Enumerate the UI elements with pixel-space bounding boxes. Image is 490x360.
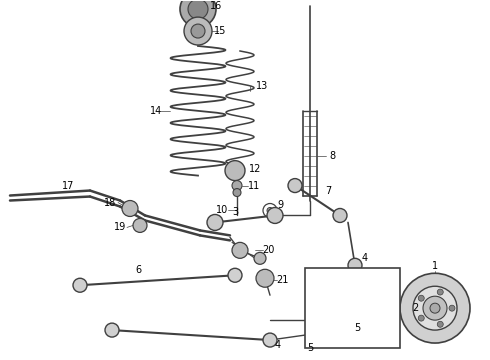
Text: 11: 11 [248, 181, 260, 190]
Circle shape [348, 258, 362, 272]
Circle shape [263, 333, 277, 347]
Text: 4: 4 [275, 340, 281, 350]
Text: 19: 19 [114, 222, 126, 233]
Circle shape [342, 300, 362, 320]
Text: 1: 1 [432, 261, 438, 271]
Text: 2: 2 [412, 303, 418, 313]
Text: 21: 21 [276, 275, 288, 285]
Circle shape [180, 0, 216, 27]
Circle shape [232, 181, 242, 190]
Circle shape [267, 207, 273, 213]
Text: 16: 16 [210, 1, 222, 11]
Circle shape [232, 242, 248, 258]
Circle shape [437, 289, 443, 295]
Circle shape [256, 269, 274, 287]
Circle shape [225, 161, 245, 181]
Circle shape [418, 315, 424, 321]
Text: 15: 15 [214, 26, 226, 36]
Text: 5: 5 [307, 343, 313, 353]
Circle shape [267, 207, 283, 224]
Circle shape [233, 189, 241, 197]
Text: 18: 18 [104, 198, 116, 207]
Circle shape [73, 278, 87, 292]
Circle shape [315, 335, 325, 345]
Circle shape [133, 219, 147, 233]
Text: 10: 10 [216, 206, 228, 216]
Circle shape [418, 295, 424, 301]
Text: 12: 12 [249, 163, 261, 174]
Circle shape [191, 24, 205, 38]
Circle shape [437, 321, 443, 327]
Text: 14: 14 [150, 106, 162, 116]
Circle shape [254, 252, 266, 264]
Circle shape [228, 268, 242, 282]
Circle shape [430, 303, 440, 313]
Circle shape [333, 208, 347, 222]
Text: 6: 6 [135, 265, 141, 275]
Text: 20: 20 [262, 246, 274, 255]
Text: 9: 9 [277, 201, 283, 211]
Circle shape [348, 306, 356, 314]
FancyBboxPatch shape [305, 268, 400, 348]
Circle shape [184, 17, 212, 45]
Circle shape [288, 179, 302, 193]
Text: 17: 17 [62, 181, 74, 190]
Circle shape [122, 201, 138, 216]
Circle shape [423, 296, 447, 320]
Circle shape [449, 305, 455, 311]
Circle shape [413, 286, 457, 330]
Text: 8: 8 [329, 150, 335, 161]
Text: 5: 5 [354, 323, 360, 333]
Circle shape [400, 273, 470, 343]
Text: 4: 4 [362, 253, 368, 263]
Circle shape [207, 215, 223, 230]
Text: 13: 13 [256, 81, 268, 91]
Text: 3: 3 [232, 207, 238, 217]
Circle shape [105, 323, 119, 337]
Circle shape [332, 290, 372, 330]
Text: 7: 7 [325, 185, 331, 195]
Circle shape [188, 0, 208, 19]
